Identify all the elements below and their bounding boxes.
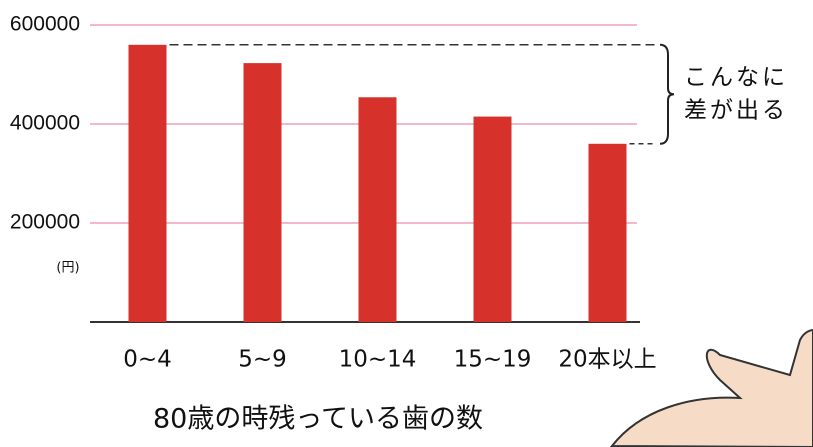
chart: 80歳の時残っている歯の数 (円) こんなに 差が出る 200000 400000… [0,0,813,447]
chart-title: 80歳の時残っている歯の数 [153,404,483,435]
bar [359,97,397,322]
annotation: こんなに [684,65,788,91]
y-tick-label: 200000 [10,211,80,234]
x-tick-label: 20本以上 [558,347,656,373]
x-tick-label: 10~14 [339,347,417,373]
annotation: 差が出る [684,98,788,124]
x-tick-label: 5~9 [238,347,287,373]
y-unit: (円) [56,261,79,276]
bar [244,63,282,322]
bar [474,117,512,322]
x-tick-label: 15~19 [454,347,532,373]
y-tick-label: 400000 [10,112,80,135]
y-tick-label: 600000 [10,13,80,36]
x-tick-label: 0~4 [123,347,172,373]
bar [129,45,167,322]
bar [589,144,627,322]
bracket [660,45,674,144]
